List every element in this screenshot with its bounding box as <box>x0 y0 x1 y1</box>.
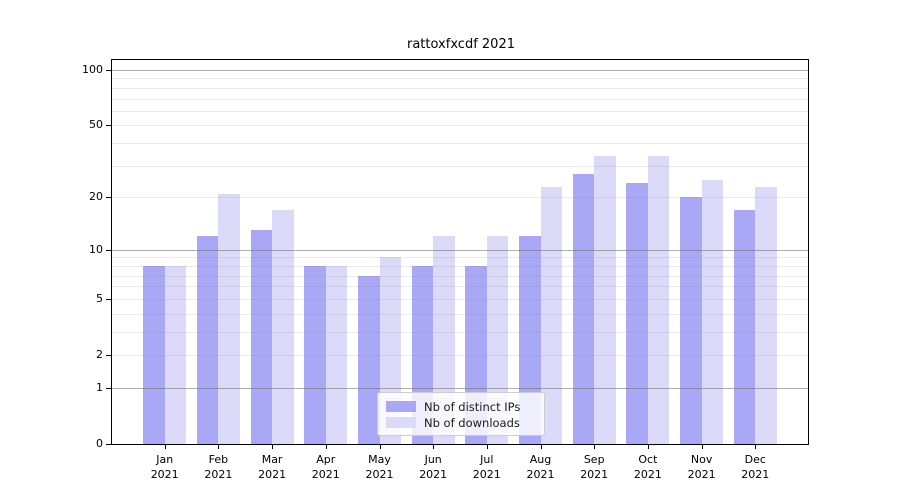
gridline-minor-8 <box>112 265 808 267</box>
y-axis-tick-label-20: 20 <box>89 190 103 204</box>
gridline-minor-80 <box>112 87 808 89</box>
x-axis-tick-label-oct: Oct 2021 <box>633 453 662 481</box>
bar-nb-of-distinct-ips-mar <box>250 230 273 444</box>
bar-nb-of-downloads-mar <box>272 209 294 444</box>
legend-label-downloads: Nb of downloads <box>424 415 520 430</box>
y-axis-tick-mark-20 <box>106 197 111 199</box>
bar-nb-of-distinct-ips-sep <box>572 174 595 444</box>
bar-nb-of-downloads-feb <box>218 193 240 444</box>
x-axis-tick-label-sep: Sep 2021 <box>580 453 609 481</box>
legend-label-distinct-ips: Nb of distinct IPs <box>424 399 521 414</box>
y-axis-tick-mark-2 <box>106 355 111 356</box>
x-axis-tick-mark-may <box>379 444 381 449</box>
x-axis-tick-label-may: May 2021 <box>365 453 394 481</box>
legend-swatch-distinct-ips <box>386 401 416 412</box>
bar-nb-of-distinct-ips-feb <box>196 236 219 444</box>
gridlines-layer <box>112 60 808 444</box>
gridline-minor-5 <box>112 298 808 300</box>
x-axis-tick-label-nov: Nov 2021 <box>687 453 716 481</box>
x-axis-tick-label-apr: Apr 2021 <box>311 453 340 481</box>
gridline-minor-50 <box>112 125 808 127</box>
gridline-minor-3 <box>112 331 808 333</box>
x-axis-tick-mark-jul <box>486 444 488 449</box>
bar-nb-of-downloads-dec <box>755 186 777 444</box>
gridline-minor-40 <box>112 143 808 145</box>
gridline-minor-4 <box>112 313 808 315</box>
y-axis-tick-label-100: 100 <box>82 63 103 76</box>
x-axis-tick-mark-sep <box>594 444 596 449</box>
y-axis-tick-mark-1 <box>106 387 111 389</box>
x-axis-tick-mark-jan <box>164 444 166 449</box>
legend-item-distinct-ips: Nb of distinct IPs <box>386 399 536 414</box>
legend-swatch-downloads <box>386 417 416 428</box>
bar-nb-of-distinct-ips-apr <box>304 265 326 444</box>
legend: Nb of distinct IPs Nb of downloads <box>377 392 545 436</box>
y-axis-tick-label-1: 1 <box>96 380 103 394</box>
y-axis-tick-mark-0 <box>106 444 111 445</box>
x-axis-tick-mark-apr <box>325 444 327 449</box>
x-axis-tick-label-jul: Jul 2021 <box>472 453 501 481</box>
x-axis-tick-label-dec: Dec 2021 <box>741 453 770 481</box>
gridline-minor-70 <box>112 98 808 100</box>
bar-nb-of-distinct-ips-dec <box>733 209 756 444</box>
gridline-minor-7 <box>112 275 808 277</box>
gridline-minor-6 <box>112 286 808 288</box>
legend-item-downloads: Nb of downloads <box>386 415 536 430</box>
x-axis-tick-mark-oct <box>647 444 649 449</box>
gridline-minor-20 <box>112 197 808 199</box>
chart-title: rattoxfxcdf 2021 <box>407 37 515 52</box>
plot-area: Nb of distinct IPs Nb of downloads <box>111 59 809 445</box>
gridline-major-10 <box>112 249 808 251</box>
x-axis-tick-label-jan: Jan 2021 <box>150 453 179 481</box>
bar-nb-of-downloads-apr <box>325 265 348 444</box>
bar-nb-of-downloads-sep <box>594 155 616 444</box>
x-axis-tick-label-aug: Aug 2021 <box>526 453 555 481</box>
x-axis-tick-mark-jun <box>433 444 435 449</box>
x-axis-tick-mark-aug <box>540 444 542 449</box>
gridline-minor-60 <box>112 110 808 112</box>
gridline-minor-30 <box>112 165 808 167</box>
gridline-minor-2 <box>112 355 808 356</box>
y-axis-tick-label-2: 2 <box>96 348 103 361</box>
x-axis-tick-label-feb: Feb 2021 <box>204 453 233 481</box>
gridline-minor-9 <box>112 257 808 259</box>
bar-nb-of-downloads-nov <box>701 180 724 444</box>
y-axis-tick-mark-5 <box>106 298 111 300</box>
y-axis-tick-label-10: 10 <box>89 242 103 256</box>
gridline-major-100 <box>112 70 808 71</box>
y-axis-tick-mark-50 <box>106 125 111 127</box>
y-axis-tick-mark-100 <box>106 70 111 71</box>
bar-nb-of-downloads-oct <box>647 155 670 444</box>
y-axis-tick-label-5: 5 <box>96 291 103 305</box>
bar-nb-of-distinct-ips-may <box>358 275 380 444</box>
y-axis-tick-label-0: 0 <box>96 437 103 450</box>
y-axis-tick-label-50: 50 <box>89 118 103 132</box>
bar-nb-of-downloads-jan <box>164 265 187 444</box>
x-axis-tick-label-mar: Mar 2021 <box>258 453 287 481</box>
x-axis-tick-mark-feb <box>218 444 220 449</box>
x-axis-tick-mark-dec <box>755 444 757 449</box>
x-axis-tick-label-jun: Jun 2021 <box>419 453 448 481</box>
x-axis-tick-mark-mar <box>272 444 274 449</box>
bar-nb-of-distinct-ips-nov <box>680 197 702 444</box>
y-axis-tick-mark-10 <box>106 249 111 251</box>
gridline-major-1 <box>112 387 808 389</box>
bar-nb-of-distinct-ips-jan <box>143 265 165 444</box>
bar-nb-of-downloads-aug <box>540 186 562 444</box>
bar-nb-of-distinct-ips-oct <box>626 183 648 444</box>
gridline-minor-90 <box>112 78 808 80</box>
x-axis-tick-mark-nov <box>701 444 703 449</box>
